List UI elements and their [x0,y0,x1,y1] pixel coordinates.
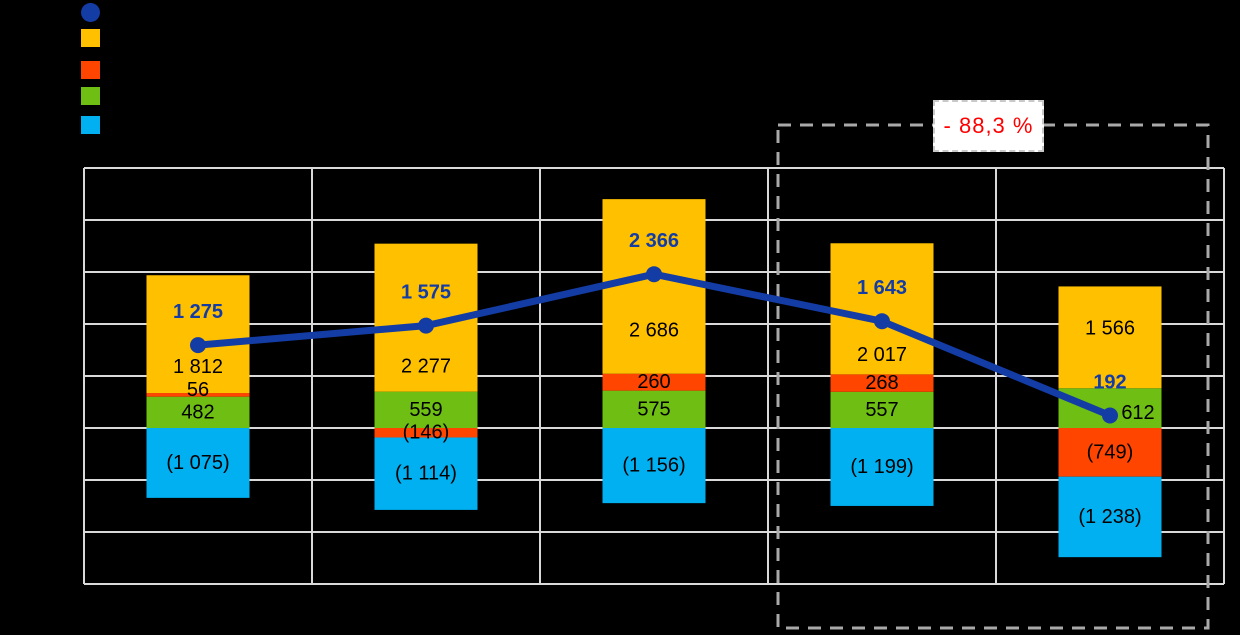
red-series-legend-marker-icon [81,61,100,79]
line-point-label: 1 643 [857,277,907,299]
legend-item-blue-series [81,116,108,134]
line-marker [418,317,434,334]
legend-item-gold-series [81,29,108,47]
bar-segment-label: (1 075) [166,452,229,474]
change-annotation-label: - 88,3 % [943,113,1034,138]
line-marker [646,266,662,283]
bar-segment-label: 1 566 [1085,317,1135,339]
bar-segment-label: 559 [409,399,442,421]
bar-segment-red-segment [602,373,706,391]
bar-segment-label: (749) [1087,441,1134,463]
bar-segment-gold-segment [602,199,706,374]
bar-segment-green-segment [830,391,934,428]
line-point-label: 1 575 [401,282,451,304]
bar-segment-gold-segment [1058,286,1162,389]
annotation-dashed-rect [776,123,1210,630]
bar-segment-red-segment [374,428,478,438]
bar-segment-label: 482 [181,401,214,423]
bar-segment-label: 2 017 [857,344,907,366]
bar-segment-red-segment [830,374,934,392]
blue-series-legend-marker-icon [81,116,100,134]
bar-segment-red-segment [1058,428,1162,477]
bar-segment-label: 268 [865,372,898,394]
bar-segment-blue-segment [1058,476,1162,558]
bar-segment-label: (1 238) [1078,506,1141,528]
bar-segment-gold-segment [830,243,934,375]
bar-segment-blue-segment [374,437,478,510]
line-point-label: 2 366 [629,230,679,252]
bar-segment-label: 2 277 [401,356,451,378]
legend-item-line-series [81,3,108,22]
legend-item-red-series [81,61,108,79]
bar-segment-label: 575 [637,398,670,420]
green-series-legend-marker-icon [81,87,100,105]
bar-segment-label: (1 156) [622,455,685,477]
change-annotation-box: - 88,3 % [933,100,1044,152]
bar-segment-green-segment [146,396,250,428]
bar-segment-green-segment [602,390,706,428]
line-marker [874,313,890,330]
bar-segment-label: 612 [1121,402,1154,424]
bar-segment-label: 2 686 [629,319,679,341]
line-marker [1102,407,1118,424]
bar-segment-blue-segment [146,428,250,498]
bar-segment-label: (1 199) [850,456,913,478]
bar-segment-label: (1 114) [395,463,457,485]
bar-segment-blue-segment [602,428,706,504]
bar-segment-gold-segment [146,275,250,394]
gold-series-legend-marker-icon [81,29,100,47]
line-marker [190,337,206,354]
bar-segment-green-segment [374,391,478,428]
bar-segment-label: 56 [187,379,209,401]
legend-item-green-series [81,87,108,105]
line-point-label: 1 275 [173,301,223,323]
bar-segment-label: 260 [637,371,670,393]
bar-segment-label: 557 [865,399,898,421]
bar-segment-label: 1 812 [173,356,223,378]
bar-segment-label: (146) [403,422,450,444]
line-point-label: 192 [1093,372,1126,394]
bar-segment-blue-segment [830,428,934,506]
line-series-legend-marker-icon [81,3,100,22]
bar-segment-red-segment [146,393,250,397]
